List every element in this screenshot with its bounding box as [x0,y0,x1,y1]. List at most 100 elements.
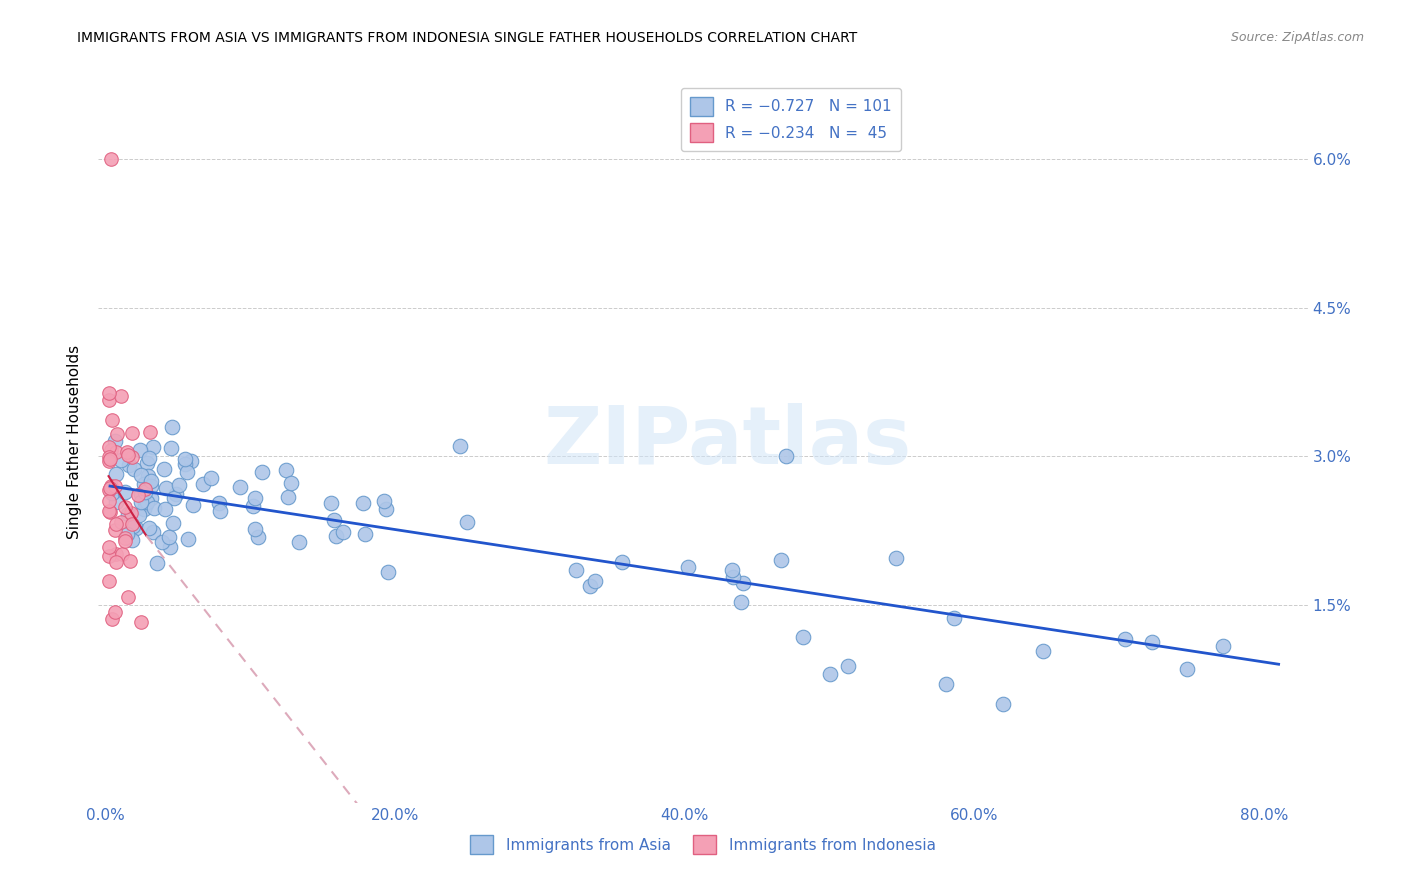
Point [136,469,159,483]
Point [775,450,797,464]
Point [118,553,141,567]
Point [121,450,143,464]
Point [1114,632,1136,647]
Point [100,153,122,167]
Point [136,495,159,509]
Point [884,551,907,566]
Point [97,574,120,589]
Legend: Immigrants from Asia, Immigrants from Indonesia: Immigrants from Asia, Immigrants from In… [464,830,942,860]
Point [173,457,195,471]
Point [155,502,177,516]
Point [377,566,399,580]
Point [139,491,162,505]
Point [319,496,342,510]
Point [155,481,177,495]
Text: Source: ZipAtlas.com: Source: ZipAtlas.com [1230,31,1364,45]
Point [678,560,700,574]
Point [121,519,143,533]
Point [142,441,165,455]
Point [141,475,163,489]
Y-axis label: Single Father Households: Single Father Households [67,344,83,539]
Point [111,547,134,561]
Point [139,425,162,440]
Point [143,501,166,516]
Point [373,494,395,508]
Point [181,498,204,512]
Point [129,443,152,458]
Point [138,451,160,466]
Point [276,463,298,477]
Point [122,461,145,475]
Point [104,444,127,458]
Point [115,526,138,541]
Point [110,389,132,403]
Point [129,487,152,501]
Point [104,516,127,531]
Point [180,454,202,468]
Point [142,524,165,539]
Point [104,434,127,448]
Point [104,606,127,620]
Point [375,501,398,516]
Point [579,579,602,593]
Point [564,564,586,578]
Text: IMMIGRANTS FROM ASIA VS IMMIGRANTS FROM INDONESIA SINGLE FATHER HOUSEHOLDS CORRE: IMMIGRANTS FROM ASIA VS IMMIGRANTS FROM … [77,31,858,45]
Point [114,485,136,500]
Point [288,535,311,549]
Point [242,499,264,513]
Point [128,508,150,523]
Point [277,491,299,505]
Point [153,462,176,476]
Point [125,521,148,535]
Point [176,465,198,479]
Point [935,677,957,691]
Point [97,549,120,563]
Point [208,496,231,510]
Point [131,495,153,509]
Point [165,487,187,501]
Point [942,610,965,624]
Point [243,491,266,506]
Text: ZIPatlas: ZIPatlas [543,402,911,481]
Point [449,440,471,454]
Point [322,513,344,527]
Point [135,497,157,511]
Point [229,479,252,493]
Point [117,507,139,521]
Point [1032,644,1054,658]
Point [121,425,143,440]
Point [193,477,215,491]
Point [117,445,139,459]
Point [134,485,156,500]
Point [1140,635,1163,649]
Point [110,515,132,529]
Point [993,697,1015,711]
Point [97,392,120,407]
Point [352,495,374,509]
Point [117,590,139,604]
Point [98,452,121,467]
Point [97,440,120,454]
Point [117,448,139,462]
Point [731,575,754,590]
Point [110,453,132,467]
Point [104,479,127,493]
Point [837,659,859,673]
Point [97,386,120,401]
Point [792,630,814,644]
Point [250,465,273,479]
Point [325,528,347,542]
Point [97,504,120,518]
Point [723,570,745,584]
Point [332,524,354,539]
Point [105,494,128,508]
Point [134,502,156,516]
Point [114,531,136,545]
Point [104,523,127,537]
Point [100,478,122,492]
Point [97,454,120,468]
Point [100,481,122,495]
Point [120,507,142,521]
Point [121,516,143,531]
Point [114,533,136,548]
